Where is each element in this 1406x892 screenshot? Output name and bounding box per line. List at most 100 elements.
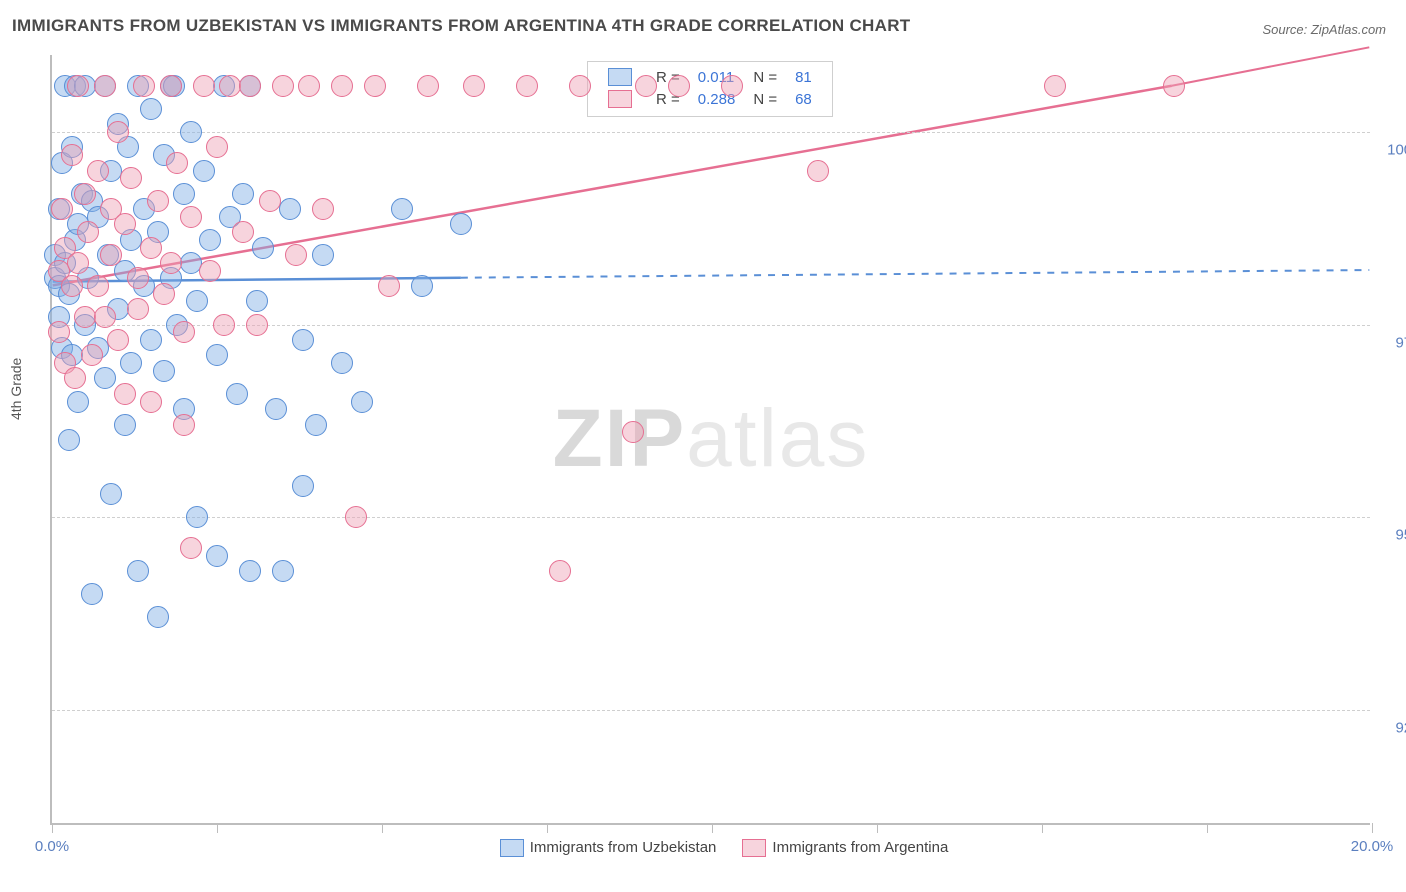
data-point: [180, 206, 202, 228]
data-point: [345, 506, 367, 528]
data-point: [87, 160, 109, 182]
legend-swatch: [500, 839, 524, 857]
y-tick-label: 95.0%: [1378, 527, 1406, 544]
data-point: [239, 560, 261, 582]
data-point: [61, 144, 83, 166]
data-point: [153, 283, 175, 305]
legend-label: Immigrants from Argentina: [772, 839, 948, 856]
data-point: [411, 275, 433, 297]
y-tick-label: 97.5%: [1378, 334, 1406, 351]
data-point: [147, 606, 169, 628]
x-tick: [217, 823, 218, 833]
data-point: [232, 221, 254, 243]
data-point: [1163, 75, 1185, 97]
chart-title: IMMIGRANTS FROM UZBEKISTAN VS IMMIGRANTS…: [12, 16, 910, 36]
data-point: [272, 560, 294, 582]
y-axis-label: 4th Grade: [8, 358, 24, 420]
correlation-legend: R =0.011N =81R =0.288N =68: [587, 61, 833, 117]
data-point: [173, 321, 195, 343]
data-point: [668, 75, 690, 97]
data-point: [259, 190, 281, 212]
data-point: [127, 267, 149, 289]
data-point: [180, 121, 202, 143]
data-point: [226, 383, 248, 405]
watermark-zip: ZIP: [553, 393, 687, 484]
data-point: [180, 252, 202, 274]
data-point: [51, 198, 73, 220]
data-point: [312, 198, 334, 220]
data-point: [100, 244, 122, 266]
data-point: [147, 190, 169, 212]
data-point: [252, 237, 274, 259]
plot-area: ZIPatlas R =0.011N =81R =0.288N =68 Immi…: [50, 55, 1370, 825]
data-point: [107, 329, 129, 351]
data-point: [94, 75, 116, 97]
legend-row: R =0.011N =81: [600, 67, 820, 87]
x-tick-label: 20.0%: [1351, 838, 1394, 855]
watermark-atlas: atlas: [686, 393, 869, 484]
data-point: [463, 75, 485, 97]
data-point: [272, 75, 294, 97]
data-point: [186, 506, 208, 528]
data-point: [114, 213, 136, 235]
y-tick-label: 100.0%: [1378, 142, 1406, 159]
data-point: [173, 183, 195, 205]
data-point: [64, 367, 86, 389]
data-point: [58, 429, 80, 451]
data-point: [193, 75, 215, 97]
data-point: [61, 275, 83, 297]
y-tick-label: 92.5%: [1378, 719, 1406, 736]
data-point: [312, 244, 334, 266]
data-point: [516, 75, 538, 97]
data-point: [74, 306, 96, 328]
data-point: [94, 367, 116, 389]
series-legend: Immigrants from UzbekistanImmigrants fro…: [52, 839, 1370, 857]
data-point: [186, 290, 208, 312]
x-tick: [382, 823, 383, 833]
data-point: [173, 414, 195, 436]
data-point: [127, 560, 149, 582]
data-point: [292, 475, 314, 497]
data-point: [721, 75, 743, 97]
data-point: [622, 421, 644, 443]
data-point: [180, 537, 202, 559]
trend-line-extrapolated: [1172, 47, 1369, 85]
data-point: [206, 136, 228, 158]
legend-n-value: 81: [787, 67, 820, 87]
data-point: [166, 152, 188, 174]
data-point: [67, 75, 89, 97]
data-point: [140, 329, 162, 351]
data-point: [199, 260, 221, 282]
legend-row: R =0.288N =68: [600, 89, 820, 109]
x-tick: [1372, 823, 1373, 833]
data-point: [391, 198, 413, 220]
data-point: [807, 160, 829, 182]
data-point: [292, 329, 314, 351]
data-point: [219, 75, 241, 97]
data-point: [206, 344, 228, 366]
data-point: [331, 75, 353, 97]
data-point: [331, 352, 353, 374]
legend-n-label: N =: [745, 89, 785, 109]
x-tick: [547, 823, 548, 833]
data-point: [232, 183, 254, 205]
data-point: [114, 414, 136, 436]
data-point: [305, 414, 327, 436]
trend-lines-layer: [52, 55, 1370, 823]
data-point: [199, 229, 221, 251]
data-point: [87, 275, 109, 297]
data-point: [378, 275, 400, 297]
x-tick: [1207, 823, 1208, 833]
legend-n-value: 68: [787, 89, 820, 109]
gridline-h: [52, 517, 1370, 518]
x-tick: [877, 823, 878, 833]
data-point: [67, 252, 89, 274]
data-point: [94, 306, 116, 328]
data-point: [140, 237, 162, 259]
data-point: [417, 75, 439, 97]
data-point: [1044, 75, 1066, 97]
x-tick: [1042, 823, 1043, 833]
x-tick: [52, 823, 53, 833]
gridline-h: [52, 710, 1370, 711]
data-point: [206, 545, 228, 567]
